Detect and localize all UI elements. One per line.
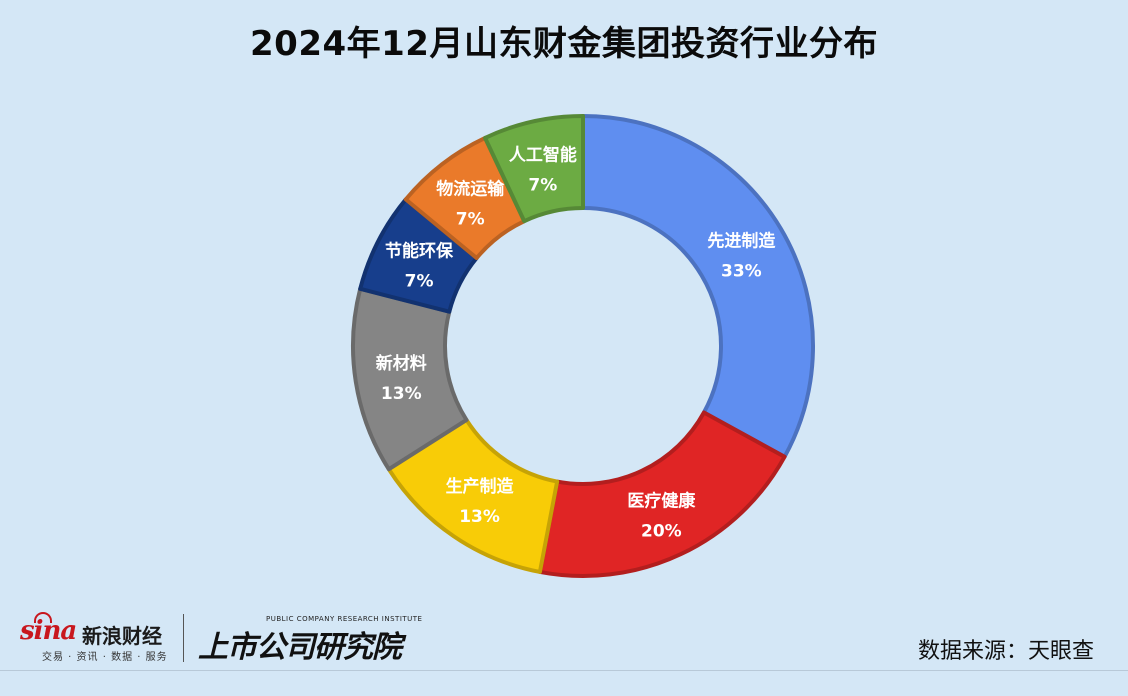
slice-category-label: 人工智能 bbox=[509, 144, 577, 165]
slice-value-label: 13% bbox=[381, 384, 422, 404]
slice-医疗健康 bbox=[537, 410, 787, 578]
slices bbox=[351, 114, 815, 578]
sina-finance-name: 新浪财经 bbox=[82, 624, 162, 648]
slice-人工智能 bbox=[483, 114, 585, 224]
slice-value-label: 13% bbox=[459, 507, 500, 527]
slice-value-label: 7% bbox=[405, 271, 434, 291]
sina-wordmark: sina bbox=[20, 616, 77, 646]
footer-divider bbox=[0, 670, 1128, 671]
slice-labels: 先进制造33%医疗健康20%生产制造13%新材料13%节能环保7%物流运输7%人… bbox=[376, 144, 777, 541]
research-institute-logo: PUBLIC COMPANY RESEARCH INSTITUTE 上市公司研究… bbox=[198, 612, 438, 665]
slice-category-label: 先进制造 bbox=[707, 230, 776, 251]
institute-chinese-name: 上市公司研究院 bbox=[198, 630, 402, 665]
institute-english-name: PUBLIC COMPANY RESEARCH INSTITUTE bbox=[266, 615, 423, 623]
slice-category-label: 新材料 bbox=[376, 353, 427, 374]
slice-category-label: 物流运输 bbox=[436, 179, 505, 200]
slice-category-label: 生产制造 bbox=[446, 476, 515, 497]
slice-先进制造 bbox=[581, 114, 815, 459]
sina-eye-icon bbox=[34, 612, 52, 623]
data-source: 数据来源：天眼查 bbox=[917, 639, 1094, 664]
slice-category-label: 医疗健康 bbox=[627, 490, 696, 511]
slice-value-label: 33% bbox=[721, 261, 762, 281]
slice-value-label: 7% bbox=[528, 175, 557, 195]
slice-value-label: 7% bbox=[456, 210, 485, 230]
slice-category-label: 节能环保 bbox=[385, 240, 454, 261]
sina-tagline: 交易 · 资讯 · 数据 · 服务 bbox=[42, 652, 168, 663]
slice-value-label: 20% bbox=[641, 521, 682, 541]
logo-divider bbox=[183, 614, 184, 662]
sina-finance-logo: sina 新浪财经 交易 · 资讯 · 数据 · 服务 bbox=[20, 612, 195, 664]
chart-title: 2024年12月山东财金集团投资行业分布 bbox=[250, 24, 878, 64]
